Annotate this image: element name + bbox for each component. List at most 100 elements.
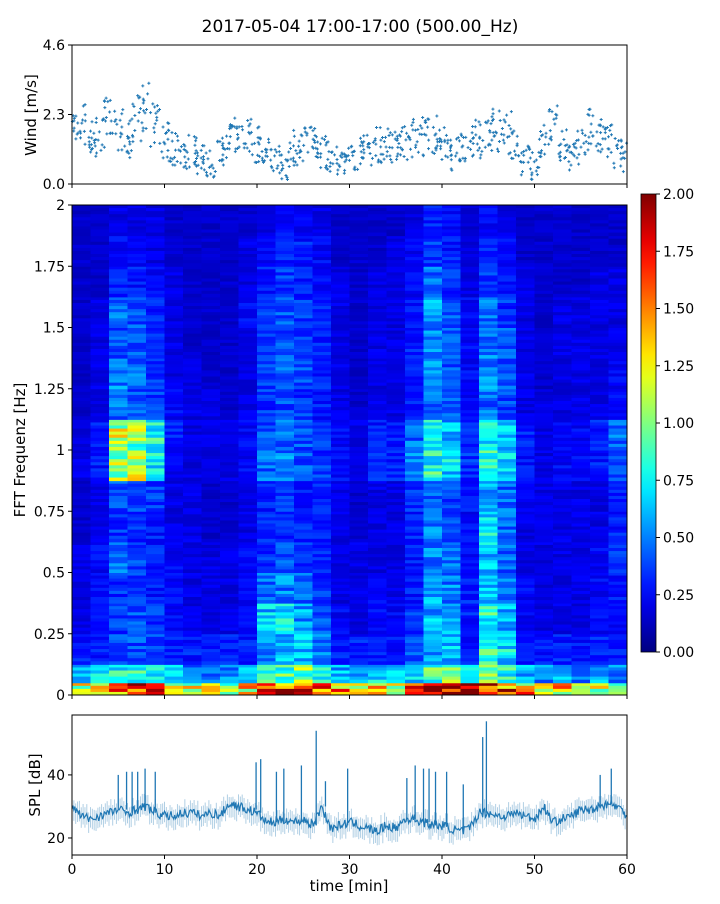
spectrogram-cell [442, 419, 461, 423]
spectrogram-cell [183, 637, 202, 641]
spectrogram-cell [461, 300, 480, 304]
spectrogram-cell [239, 569, 258, 573]
spectrogram-cell [183, 422, 202, 426]
spectrogram-cell [461, 603, 480, 607]
wind-marker [440, 158, 443, 161]
spectrogram-cell [516, 361, 535, 365]
spectrogram-cell [442, 542, 461, 546]
spectrogram-cell [387, 438, 406, 442]
spectrogram-cell [72, 634, 91, 638]
spectrogram-cell [498, 569, 517, 573]
spectrogram-cell [516, 539, 535, 543]
spectrogram-cell [239, 542, 258, 546]
spectrogram-cell [516, 637, 535, 641]
spectrogram-cell [331, 386, 350, 390]
spectrogram-cell [294, 591, 313, 595]
spectrogram-cell [516, 318, 535, 322]
spectrogram-cell [91, 453, 110, 457]
spectrogram-cell [461, 560, 480, 564]
spectrogram-cell [183, 419, 202, 423]
spectrogram-cell [109, 585, 128, 589]
spectrogram-cell [405, 609, 424, 613]
spectrogram-cell [442, 505, 461, 509]
spectrogram-cell [553, 297, 572, 301]
spectrogram-cell [553, 551, 572, 555]
spectrogram-cell [128, 419, 147, 423]
spectrogram-cell [424, 285, 443, 289]
spectrogram-cell [313, 419, 332, 423]
spectrogram-cell [146, 432, 165, 436]
spectrogram-cell [109, 373, 128, 377]
spectrogram-cell [368, 303, 387, 307]
spectrogram-cell [609, 588, 628, 592]
spectrogram-cell [146, 634, 165, 638]
spectrogram-cell [387, 658, 406, 662]
spectrogram-cell [239, 315, 258, 319]
spectrogram-cell [387, 426, 406, 430]
spectrogram-cell [461, 471, 480, 475]
spectrogram-cell [572, 401, 591, 405]
spectrogram-cell [572, 352, 591, 356]
spectrogram-cell [257, 640, 276, 644]
spectrogram-cell [424, 438, 443, 442]
spectrogram-cell [609, 566, 628, 570]
wind-marker [84, 113, 87, 116]
spectrogram-cell [368, 315, 387, 319]
spectrogram-cell [553, 539, 572, 543]
spectrogram-cell [220, 328, 239, 332]
spectrogram-cell [294, 502, 313, 506]
spectrogram-cell [609, 594, 628, 598]
spectrogram-cell [609, 618, 628, 622]
spectrogram-cell [165, 441, 184, 445]
spectrogram-cell [572, 686, 591, 690]
wind-marker [194, 139, 197, 142]
spectrogram-cell [128, 603, 147, 607]
spectrogram-cell [183, 499, 202, 503]
spectrogram-cell [72, 600, 91, 604]
spectrogram-cell [405, 312, 424, 316]
spectrogram-cell [387, 514, 406, 518]
spectrogram-cell [294, 566, 313, 570]
spectrogram-cell [331, 340, 350, 344]
spectrogram-cell [368, 628, 387, 632]
spectrogram-cell [331, 475, 350, 479]
spectrogram-cell [387, 643, 406, 647]
spectrogram-cell [165, 524, 184, 528]
spectrogram-cell [109, 493, 128, 497]
spectrogram-cell [387, 291, 406, 295]
spectrogram-cell [442, 618, 461, 622]
spectrogram-cell [479, 370, 498, 374]
spectrogram-cell [609, 609, 628, 613]
spectrogram-cell [387, 542, 406, 546]
spectrogram-cell [109, 612, 128, 616]
spectrogram-cell [220, 527, 239, 531]
spectrogram-cell [72, 410, 91, 414]
spectrogram-cell [276, 658, 295, 662]
spectrogram-cell [239, 321, 258, 325]
spectrogram-cell [461, 422, 480, 426]
wind-marker [153, 141, 156, 144]
wind-marker [538, 138, 541, 141]
spectrogram-cell [239, 441, 258, 445]
spectrogram-cell [239, 456, 258, 460]
spectrogram-cell [553, 358, 572, 362]
spectrogram-cell [331, 279, 350, 283]
spectrogram-cell [91, 303, 110, 307]
spectrogram-cell [498, 272, 517, 276]
spectrogram-cell [461, 416, 480, 420]
spectrogram-cell [165, 658, 184, 662]
spectrogram-cell [146, 413, 165, 417]
spectrogram-cell [165, 294, 184, 298]
spectrogram-cell [424, 612, 443, 616]
spectrogram-cell [91, 288, 110, 292]
wind-marker [94, 155, 97, 158]
spectrogram-cell [72, 459, 91, 463]
spectrogram-cell [91, 432, 110, 436]
spectrogram-cell [479, 591, 498, 595]
spectrogram-cell [424, 309, 443, 313]
spectrogram-cell [313, 502, 332, 506]
spectrogram-cell [405, 438, 424, 442]
wind-marker [120, 148, 123, 151]
spectrogram-cell [572, 373, 591, 377]
spectrogram-cell [572, 576, 591, 580]
